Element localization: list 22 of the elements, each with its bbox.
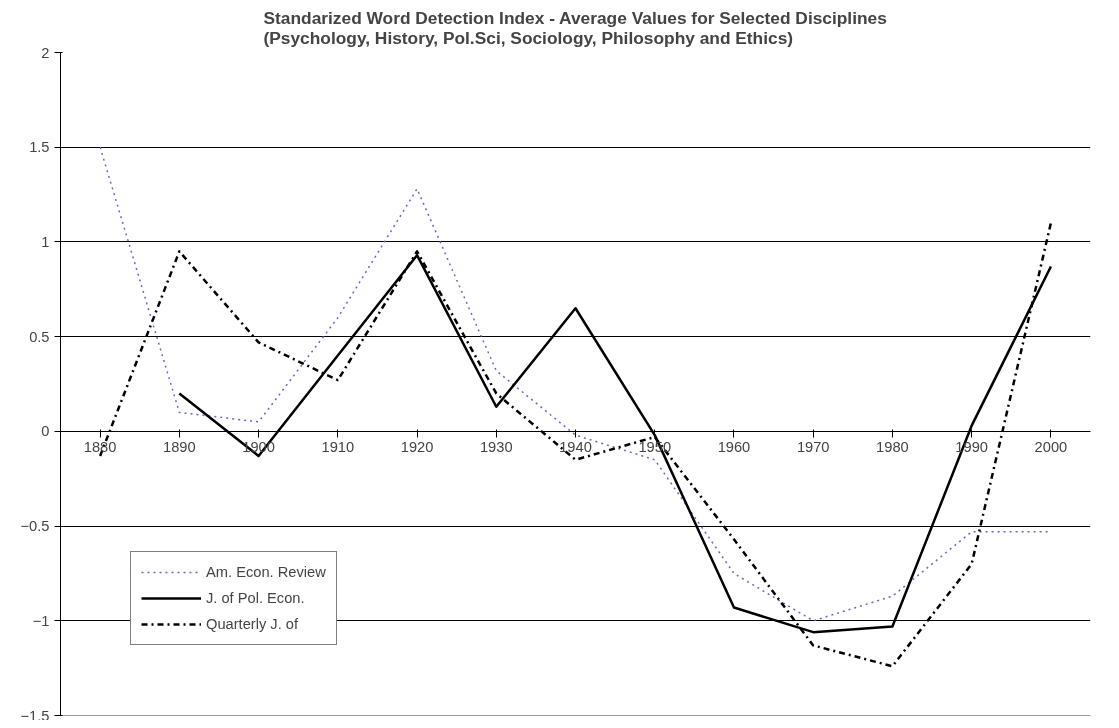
x-tick-label: 1930 (479, 439, 513, 456)
x-tick-label: 1910 (321, 439, 355, 456)
x-tick-label: 1940 (559, 439, 592, 456)
x-tick-label: 1890 (163, 439, 196, 456)
y-tick-label: −0.5 (20, 518, 50, 535)
y-tick-label: 2 (41, 44, 50, 61)
legend-label: Am. Econ. Review (206, 564, 326, 580)
x-tick-label: 1970 (796, 439, 830, 456)
x-tick-label: 1960 (717, 439, 751, 456)
chart-title: Standarized Word Detection Index - Average Values for Selected Disciplines (Psychology, History, Pol.Sci, Sociology, Philosophy and Ethics) (263, 7, 887, 48)
legend-label: Quarterly J. of (206, 616, 299, 632)
legend-label: J. of Pol. Econ. (206, 590, 305, 606)
y-tick-label: 0.5 (29, 328, 50, 345)
x-tick-label: 1980 (876, 439, 909, 456)
y-tick-label: −1.5 (20, 707, 50, 724)
y-tick-label: 1.5 (29, 139, 50, 156)
x-tick-label: 1920 (400, 439, 434, 456)
x-tick-label: 1880 (83, 439, 117, 456)
y-tick-label: 1 (41, 233, 50, 250)
y-tick-label: −1 (32, 612, 50, 629)
y-tick-label: 0 (41, 423, 50, 440)
x-tick-label: 2000 (1034, 439, 1068, 456)
